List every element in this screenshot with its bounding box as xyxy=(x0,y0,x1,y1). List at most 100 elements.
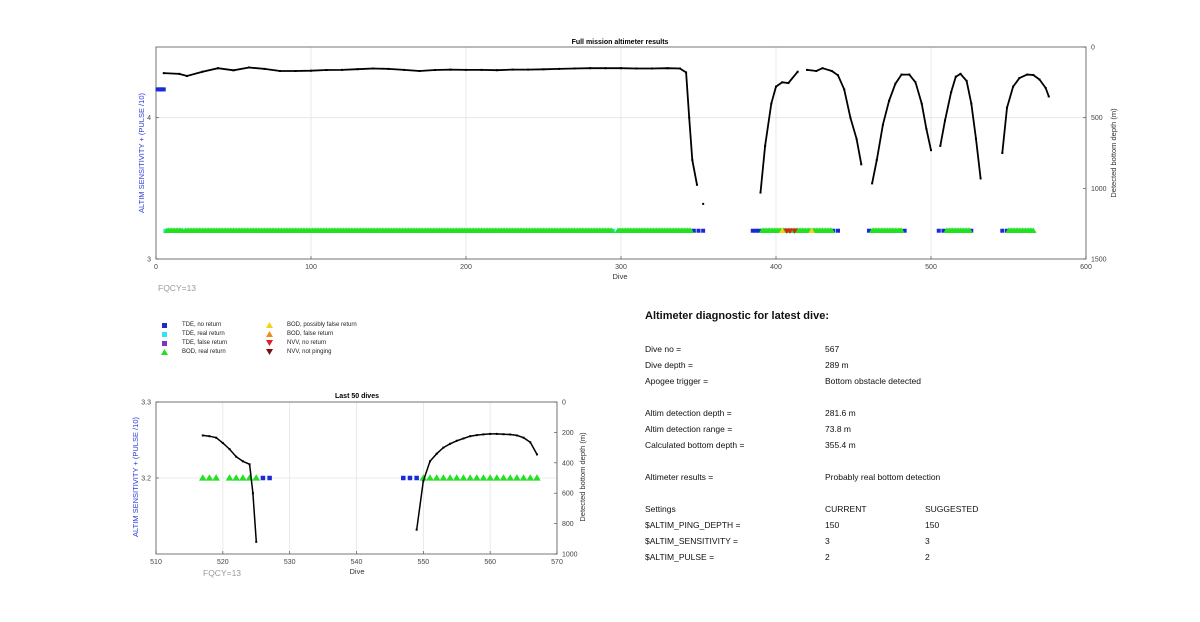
depth-point xyxy=(849,116,852,119)
altimeter-results-row: Altimeter results = Probably real bottom… xyxy=(645,472,1165,488)
bod-marker xyxy=(966,227,973,233)
setting-row: $ALTIM_SENSITIVITY = 3 3 xyxy=(645,536,1165,552)
bod-marker xyxy=(506,474,515,481)
bod-marker xyxy=(519,474,528,481)
depth-point xyxy=(855,137,858,140)
square-marker-icon xyxy=(162,323,167,328)
settings-header-row: Settings CURRENT SUGGESTED xyxy=(645,504,1165,520)
bottom-chart-xlabel: Dive xyxy=(349,567,364,576)
depth-point xyxy=(529,441,532,444)
depth-point xyxy=(821,67,824,70)
altimeter-diagnostic-panel: Altimeter diagnostic for latest dive: Di… xyxy=(645,310,1165,568)
depth-point xyxy=(1044,86,1047,89)
detection-depth-row: Altim detection depth = 281.6 m xyxy=(645,408,1165,424)
square-marker-icon xyxy=(162,332,167,337)
tde-marker xyxy=(750,228,755,233)
x-tick-label: 500 xyxy=(925,264,937,271)
nvv-marker xyxy=(786,228,794,234)
setting-name: $ALTIM_SENSITIVITY = xyxy=(645,536,738,546)
depth-point xyxy=(950,91,953,94)
top-chart-ylabel: ALTIM SENSITIVITY + (PULSE /10) xyxy=(137,93,146,213)
depth-point xyxy=(943,119,946,122)
x-tick-label: 520 xyxy=(217,559,229,566)
x-tick-label: 600 xyxy=(1080,264,1092,271)
depth-point xyxy=(356,68,359,71)
suggested-header: SUGGESTED xyxy=(925,504,979,514)
legend-label: NVV, no return xyxy=(287,340,327,346)
x-tick-label: 530 xyxy=(284,559,296,566)
depth-point xyxy=(496,69,498,72)
depth-point xyxy=(837,74,839,77)
setting-suggested: 2 xyxy=(925,552,930,562)
detection-depth-value: 281.6 m xyxy=(825,408,856,418)
depth-point xyxy=(920,102,923,105)
depth-point xyxy=(509,433,512,436)
bottom-chart-title: Last 50 dives xyxy=(335,393,379,400)
depth-point xyxy=(954,75,957,78)
y-tick-label: 4 xyxy=(147,115,151,122)
x-tick-label: 0 xyxy=(154,264,158,271)
x-tick-label: 510 xyxy=(150,559,162,566)
dive-depth-value: 289 m xyxy=(825,360,849,370)
bod-marker xyxy=(198,474,207,481)
depth-point xyxy=(248,66,250,69)
depth-point xyxy=(900,73,903,76)
bod-marker xyxy=(426,474,434,481)
bod-marker xyxy=(205,474,214,481)
depth-point xyxy=(695,183,698,186)
bod-marker xyxy=(439,474,448,481)
top-chart-xlabel: Dive xyxy=(612,272,627,281)
depth-point xyxy=(475,434,478,437)
x-tick-label: 540 xyxy=(351,559,363,566)
depth-point xyxy=(965,79,968,82)
bod-marker xyxy=(687,227,694,233)
setting-row: $ALTIM_PULSE = 2 2 xyxy=(645,552,1165,568)
top-chart-y2label: Detected bottom depth (m) xyxy=(1109,108,1118,198)
apogee-trigger-row: Apogee trigger = Bottom obstacle detecte… xyxy=(645,376,1165,392)
depth-point xyxy=(455,439,458,442)
tde-marker xyxy=(414,475,419,481)
depth-line xyxy=(415,433,538,530)
y2-tick-label: 600 xyxy=(562,491,574,498)
current-header: CURRENT xyxy=(825,504,867,514)
depth-point xyxy=(341,68,343,71)
depth-point xyxy=(435,452,438,455)
bottom-chart-plot: 510 520 530 540 550 560 570 3.2 3.3 0 200 400 600 800… xyxy=(141,400,577,567)
bod-marker xyxy=(239,474,247,481)
legend-label: TDE, real return xyxy=(182,331,225,337)
depth-point xyxy=(522,436,525,439)
setting-row: $ALTIM_PING_DEPTH = 150 150 xyxy=(645,520,1165,536)
setting-current: 150 xyxy=(825,520,840,530)
altimeter-results-value: Probably real bottom detection xyxy=(825,472,941,482)
bod-marker xyxy=(225,474,234,481)
legend-label: NVV, not pinging xyxy=(287,349,332,355)
depth-line xyxy=(759,71,799,193)
depth-point xyxy=(759,191,762,194)
depth-point xyxy=(449,442,452,445)
depth-point xyxy=(1038,78,1041,81)
diagnostic-title: Altimeter diagnostic for latest dive: xyxy=(645,310,829,322)
bod-marker xyxy=(828,227,835,233)
y-tick-label: 3 xyxy=(147,257,151,264)
depth-point xyxy=(875,159,878,162)
depth-point xyxy=(201,434,204,437)
apogee-trigger-label: Apogee trigger = xyxy=(645,376,709,386)
tde-marker xyxy=(691,228,696,233)
x-tick-label: 300 xyxy=(615,264,627,271)
depth-point xyxy=(418,70,421,73)
tde-marker xyxy=(941,228,946,233)
depth-point xyxy=(429,460,432,463)
depth-point xyxy=(635,67,638,70)
x-tick-label: 550 xyxy=(417,559,429,566)
bod-marker xyxy=(513,474,521,481)
depth-point xyxy=(387,67,390,70)
y2-tick-label: 500 xyxy=(1091,115,1103,122)
tde-marker xyxy=(161,87,166,92)
triangle-down-marker-icon xyxy=(266,349,273,355)
depth-point xyxy=(495,432,498,435)
bod-marker xyxy=(533,474,541,481)
depth-point xyxy=(796,70,799,73)
depth-point xyxy=(232,69,235,72)
y2-tick-label: 1500 xyxy=(1091,257,1107,264)
